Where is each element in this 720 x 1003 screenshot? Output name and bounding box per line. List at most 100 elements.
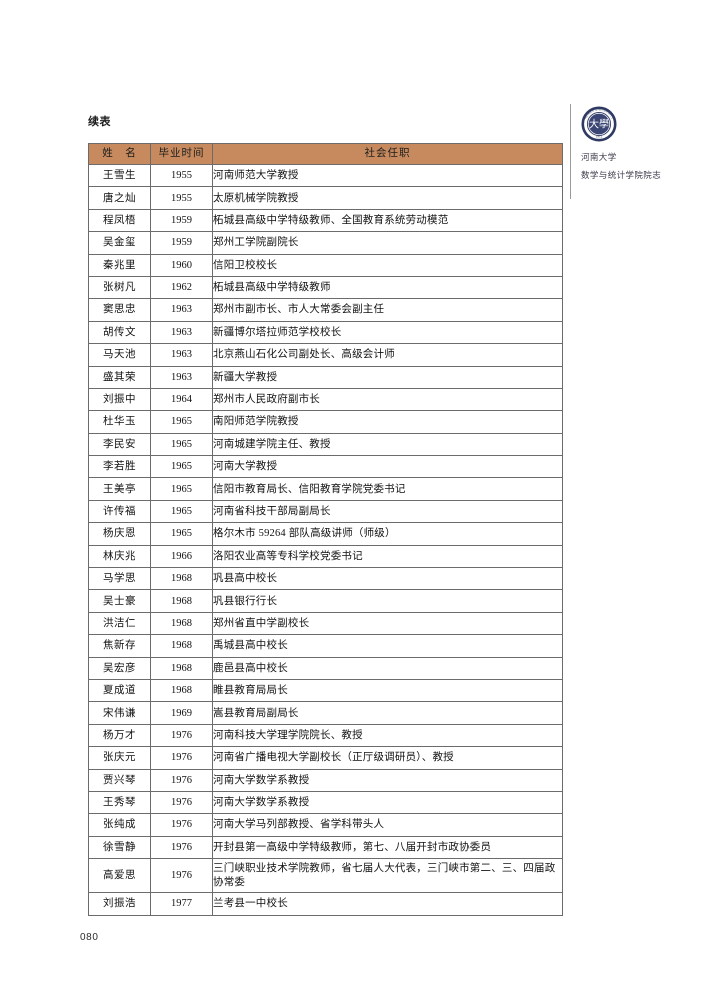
cell-graduation-year: 1968	[150, 656, 213, 680]
table-continuation-caption: 续表	[88, 116, 111, 128]
table-row: 贾兴琴 1976 河南大学数学系教授	[88, 768, 563, 792]
cell-graduation-year: 1976	[150, 858, 213, 894]
table-row: 王秀琴 1976 河南大学数学系教授	[88, 790, 563, 815]
table-row: 刘振中 1964 郑州市人民政府副市长	[88, 387, 563, 412]
cell-graduation-year: 1969	[150, 701, 213, 725]
university-seal-icon: 大學 HENAN UNIVERSITY 1912	[581, 106, 617, 142]
cell-graduation-year: 1976	[150, 768, 213, 792]
table-row: 马天池 1963 北京燕山石化公司副处长、高级会计师	[88, 343, 563, 367]
running-head-school: 数学与统计学院院志	[581, 170, 662, 180]
cell-graduation-year: 1968	[150, 678, 213, 703]
table-row: 张树凡 1962 柘城县高级中学特级教师	[88, 275, 563, 300]
cell-social-position: 格尔木市 59264 部队高级讲师（师级）	[212, 522, 563, 546]
cell-social-position: 禹城县高中校长	[212, 634, 563, 658]
cell-name: 焦新存	[88, 634, 151, 658]
cell-graduation-year: 1965	[150, 410, 213, 434]
cell-graduation-year: 1963	[150, 320, 213, 345]
cell-name: 张纯成	[88, 813, 151, 837]
cell-name: 洪洁仁	[88, 611, 151, 636]
cell-graduation-year: 1977	[150, 892, 213, 916]
table-row: 许传福 1965 河南省科技干部局副局长	[88, 499, 563, 524]
cell-name: 王秀琴	[88, 790, 151, 815]
cell-graduation-year: 1965	[150, 499, 213, 524]
cell-name: 唐之灿	[88, 186, 151, 210]
cell-name: 王雪生	[88, 163, 151, 188]
cell-name: 贾兴琴	[88, 768, 151, 792]
cell-social-position: 巩县银行行长	[212, 589, 563, 613]
svg-text:1912: 1912	[596, 135, 603, 139]
table-row: 王雪生 1955 河南师范大学教授	[88, 163, 563, 188]
cell-social-position: 河南大学数学系教授	[212, 768, 563, 792]
cell-social-position: 北京燕山石化公司副处长、高级会计师	[212, 343, 563, 367]
table-row: 吴宏彦 1968 鹿邑县高中校长	[88, 656, 563, 680]
cell-social-position: 鹿邑县高中校长	[212, 656, 563, 680]
cell-social-position: 嵩县教育局副局长	[212, 701, 563, 725]
cell-social-position: 河南城建学院主任、教授	[212, 432, 563, 457]
page-number: 080	[80, 932, 99, 943]
cell-graduation-year: 1968	[150, 611, 213, 636]
cell-name: 窦思忠	[88, 298, 151, 322]
cell-name: 李若胜	[88, 455, 151, 479]
table-row: 徐雪静 1976 开封县第一高级中学特级教师，第七、八届开封市政协委员	[88, 835, 563, 860]
cell-name: 吴金玺	[88, 231, 151, 255]
cell-name: 马天池	[88, 343, 151, 367]
table-row: 吴士豪 1968 巩县银行行长	[88, 589, 563, 613]
svg-text:大學: 大學	[589, 117, 609, 130]
cell-name: 刘振中	[88, 387, 151, 412]
cell-social-position: 河南省广播电视大学副校长（正厅级调研员）、教授	[212, 746, 563, 770]
cell-name: 杨庆恩	[88, 522, 151, 546]
cell-social-position: 兰考县一中校长	[212, 892, 563, 916]
cell-name: 张庆元	[88, 746, 151, 770]
cell-graduation-year: 1955	[150, 163, 213, 188]
cell-name: 马学思	[88, 567, 151, 591]
table-row: 胡传文 1963 新疆博尔塔拉师范学校校长	[88, 320, 563, 345]
cell-graduation-year: 1976	[150, 835, 213, 860]
cell-name: 宋伟谦	[88, 701, 151, 725]
cell-graduation-year: 1964	[150, 387, 213, 412]
cell-graduation-year: 1965	[150, 455, 213, 479]
cell-social-position: 信阳市教育局长、信阳教育学院党委书记	[212, 477, 563, 501]
cell-name: 徐雪静	[88, 835, 151, 860]
table-row: 夏成道 1968 睢县教育局局长	[88, 678, 563, 703]
cell-social-position: 巩县高中校长	[212, 567, 563, 591]
cell-social-position: 河南大学数学系教授	[212, 790, 563, 815]
cell-graduation-year: 1968	[150, 589, 213, 613]
table-row: 唐之灿 1955 太原机械学院教授	[88, 186, 563, 210]
cell-social-position: 开封县第一高级中学特级教师，第七、八届开封市政协委员	[212, 835, 563, 860]
cell-graduation-year: 1963	[150, 298, 213, 322]
table-row: 李民安 1965 河南城建学院主任、教授	[88, 432, 563, 457]
cell-graduation-year: 1959	[150, 231, 213, 255]
cell-name: 盛其荣	[88, 365, 151, 389]
table-row: 马学思 1968 巩县高中校长	[88, 567, 563, 591]
cell-social-position: 太原机械学院教授	[212, 186, 563, 210]
table-row: 高爱思 1976 三门峡职业技术学院教师，省七届人大代表，三门峡市第二、三、四届政协…	[88, 858, 563, 894]
table-row: 李若胜 1965 河南大学教授	[88, 455, 563, 479]
cell-social-position: 郑州市人民政府副市长	[212, 387, 563, 412]
alumni-roster-table: 姓 名 毕业时间 社会任职 王雪生 1955 河南师范大学教授 唐之灿 1955 太原机械…	[88, 143, 563, 916]
column-header-name: 姓 名	[88, 143, 151, 165]
cell-social-position: 河南大学教授	[212, 455, 563, 479]
page-running-head: 大學 HENAN UNIVERSITY 1912 河南大学 数学与统计学院院志	[570, 104, 710, 199]
cell-social-position: 郑州市副市长、市人大常委会副主任	[212, 298, 563, 322]
cell-name: 吴宏彦	[88, 656, 151, 680]
table-row: 杨万才 1976 河南科技大学理学院院长、教授	[88, 723, 563, 748]
table-row: 焦新存 1968 禹城县高中校长	[88, 634, 563, 658]
cell-social-position: 河南科技大学理学院院长、教授	[212, 723, 563, 748]
cell-social-position: 信阳卫校校长	[212, 253, 563, 277]
cell-graduation-year: 1966	[150, 544, 213, 569]
cell-name: 胡传文	[88, 320, 151, 345]
running-head-university: 河南大学	[581, 152, 617, 162]
table-row: 洪洁仁 1968 郑州省直中学副校长	[88, 611, 563, 636]
cell-graduation-year: 1976	[150, 723, 213, 748]
cell-name: 杨万才	[88, 723, 151, 748]
table-row: 吴金玺 1959 郑州工学院副院长	[88, 231, 563, 255]
cell-graduation-year: 1963	[150, 343, 213, 367]
column-header-year: 毕业时间	[150, 143, 213, 165]
cell-social-position: 新疆大学教授	[212, 365, 563, 389]
cell-graduation-year: 1962	[150, 275, 213, 300]
cell-name: 刘振浩	[88, 892, 151, 916]
cell-name: 杜华玉	[88, 410, 151, 434]
cell-social-position: 郑州省直中学副校长	[212, 611, 563, 636]
cell-name: 李民安	[88, 432, 151, 457]
